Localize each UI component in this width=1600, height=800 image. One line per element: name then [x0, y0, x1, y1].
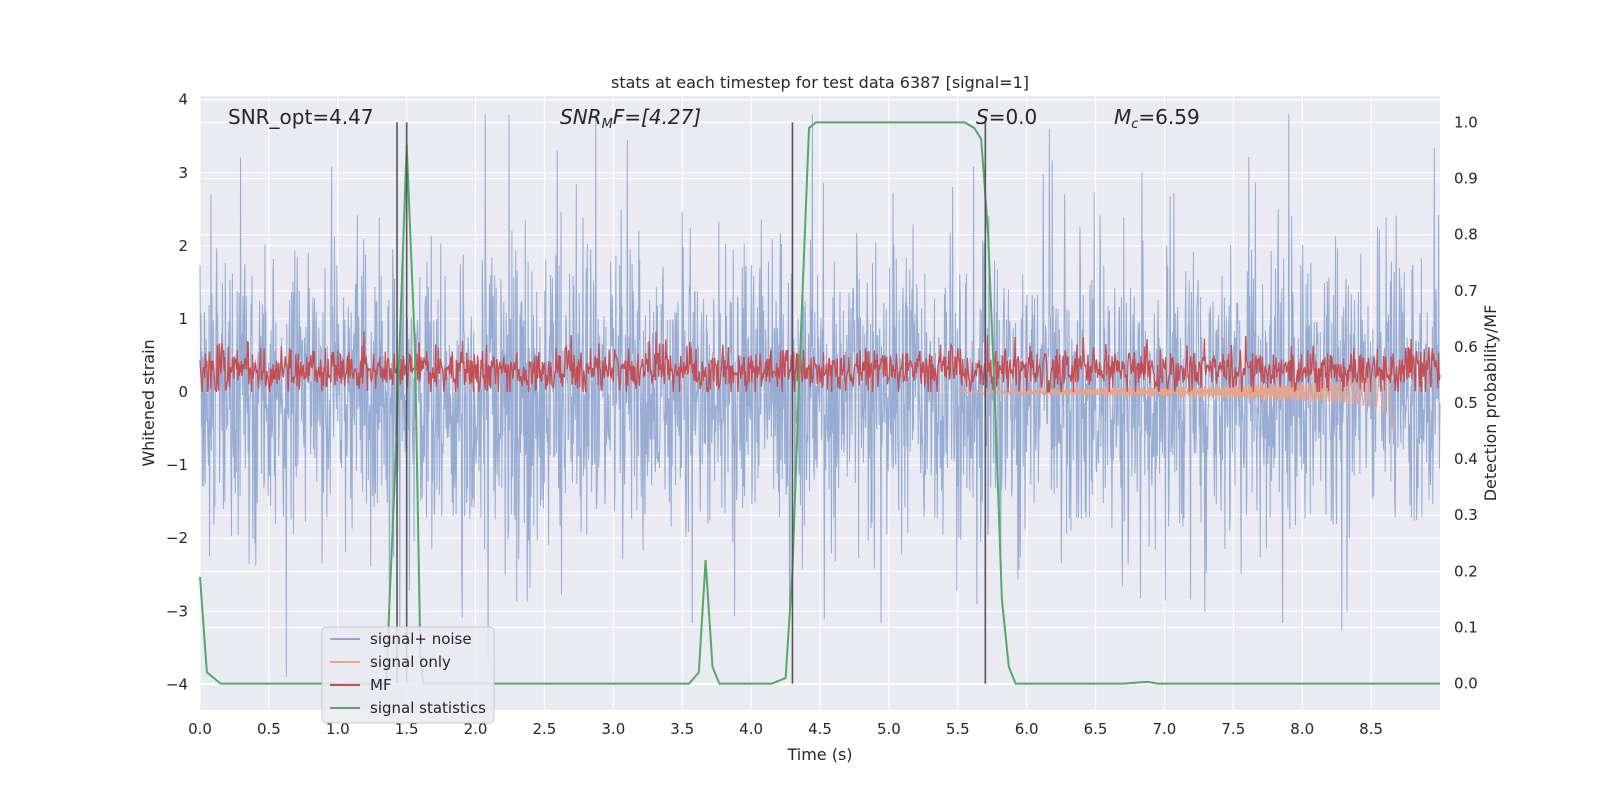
x-tick-label: 1.0 — [326, 720, 350, 738]
right-y-tick-label: 0.4 — [1454, 450, 1478, 468]
x-axis-label: Time (s) — [786, 745, 852, 764]
left-y-tick-label: 4 — [178, 91, 188, 109]
x-tick-label: 4.0 — [739, 720, 763, 738]
x-tick-label: 8.5 — [1359, 720, 1383, 738]
chart-title: stats at each timestep for test data 638… — [611, 73, 1029, 92]
annotation-snr-mf: SNRMF=[4.27] — [560, 105, 701, 132]
legend: signal+ noise signal only MF signal stat… — [321, 626, 495, 724]
left-y-tick-label: 0 — [178, 383, 188, 401]
left-y-tick-label: −4 — [166, 675, 188, 693]
x-tick-label: 5.5 — [946, 720, 970, 738]
legend-label-mf: MF — [370, 676, 392, 694]
left-y-axis-label: Whitened strain — [139, 339, 158, 466]
detection-markers — [396, 122, 987, 684]
annotation-mc-prefix: M — [1114, 105, 1131, 129]
x-tick-label: 5.0 — [877, 720, 901, 738]
legend-label-signal-noise: signal+ noise — [370, 630, 472, 648]
right-y-tick-label: 0.6 — [1454, 338, 1478, 356]
legend-label-signal-statistics: signal statistics — [370, 699, 486, 717]
left-y-tick-label: 3 — [178, 164, 188, 182]
x-tick-label: 3.0 — [601, 720, 625, 738]
left-y-tick-label: −1 — [166, 456, 188, 474]
right-y-axis-label: Detection probability/MF — [1481, 305, 1500, 502]
right-y-tick-label: 0.2 — [1454, 562, 1478, 580]
right-y-tick-label: 0.3 — [1454, 506, 1478, 524]
annotation-snr-mf-prefix: SNR — [560, 105, 602, 129]
x-tick-label: 0.5 — [257, 720, 281, 738]
legend-box — [321, 626, 495, 724]
right-y-tick-label: 1.0 — [1454, 113, 1478, 131]
x-tick-label: 8.0 — [1290, 720, 1314, 738]
annotation-snr-mf-value: F=[4.27] — [613, 105, 701, 129]
right-y-tick-label: 0.8 — [1454, 226, 1478, 244]
right-y-tick-label: 0.9 — [1454, 170, 1478, 188]
legend-label-signal-only: signal only — [370, 653, 451, 671]
annotation-mc-value: =6.59 — [1138, 105, 1199, 129]
left-y-tick-label: 1 — [178, 310, 188, 328]
left-y-tick-label: −3 — [166, 602, 188, 620]
annotation-s-value: =0.0 — [989, 105, 1038, 129]
annotation-snr-mf-sub: M — [602, 117, 613, 132]
left-y-tick-label: −2 — [166, 529, 188, 547]
right-y-tick-label: 0.5 — [1454, 394, 1478, 412]
x-ticks: 0.0 0.5 1.0 1.5 2.0 2.5 3.0 3.5 4.0 4.5 5.0 5.5 6.0 6… — [188, 720, 1383, 738]
annotation-mc: Mc=6.59 — [1114, 105, 1200, 132]
x-tick-label: 7.5 — [1221, 720, 1245, 738]
annotation-mc-sub: c — [1131, 117, 1138, 132]
right-y-tick-label: 0.1 — [1454, 618, 1478, 636]
left-y-ticks: 4 3 2 1 0 −1 −2 −3 −4 — [166, 91, 188, 694]
x-tick-label: 2.5 — [533, 720, 557, 738]
x-tick-label: 6.5 — [1084, 720, 1108, 738]
annotation-s-prefix: S — [976, 105, 989, 129]
x-tick-label: 6.0 — [1015, 720, 1039, 738]
x-tick-label: 1.5 — [395, 720, 419, 738]
x-tick-label: 3.5 — [670, 720, 694, 738]
signal-statistics-series — [199, 121, 1440, 685]
signal-only-series — [957, 367, 1394, 433]
right-y-tick-label: 0.7 — [1454, 282, 1478, 300]
x-tick-label: 7.0 — [1153, 720, 1177, 738]
annotation-s: S=0.0 — [976, 105, 1037, 129]
right-y-ticks: 1.0 0.9 0.8 0.7 0.6 0.5 0.4 0.3 0.2 0.1 0.0 — [1454, 113, 1478, 692]
right-y-tick-label: 0.0 — [1454, 675, 1478, 693]
annotation-snr-opt: SNR_opt=4.47 — [228, 105, 374, 129]
left-y-tick-label: 2 — [178, 237, 188, 255]
signal-statistics-line — [199, 121, 1440, 685]
x-tick-label: 2.0 — [464, 720, 488, 738]
x-tick-label: 0.0 — [188, 720, 212, 738]
signal-only-line — [957, 367, 1394, 433]
x-tick-label: 4.5 — [808, 720, 832, 738]
